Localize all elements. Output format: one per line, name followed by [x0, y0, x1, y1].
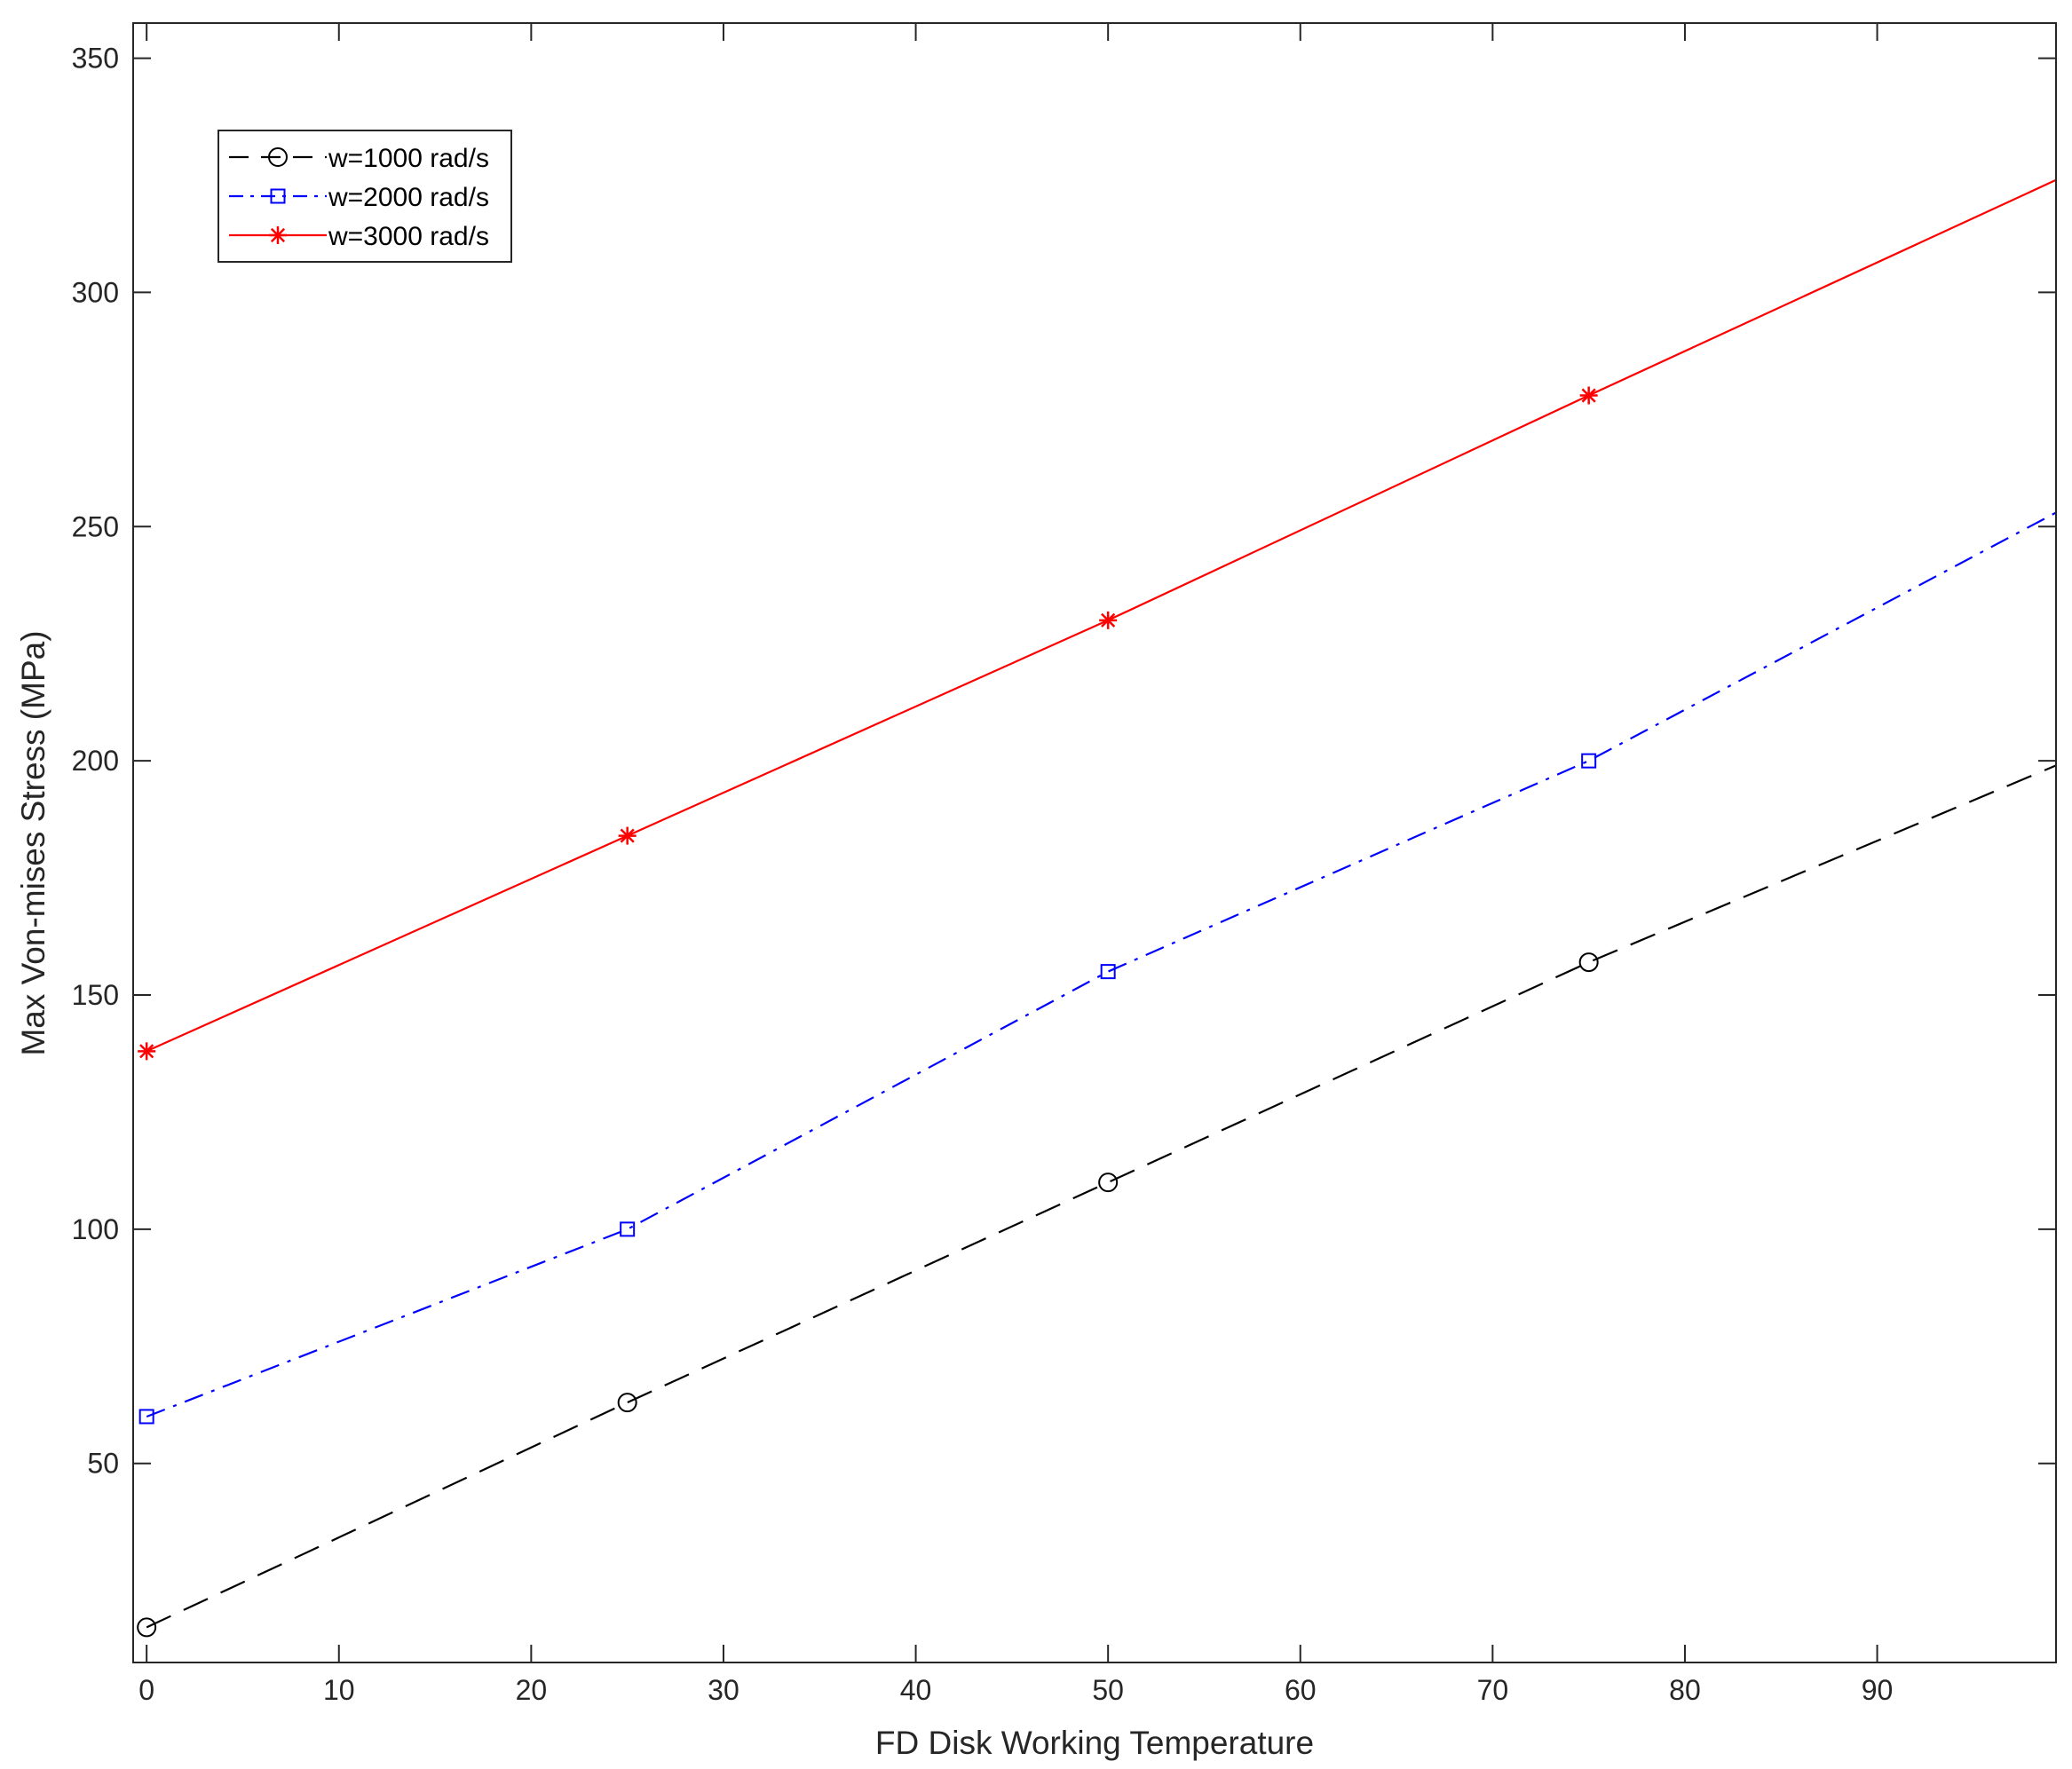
- series-3-point-3: [1099, 611, 1118, 629]
- x-tick-label: 70: [1477, 1674, 1509, 1706]
- series-2: [138, 511, 2057, 1425]
- series-2-point-4: [1581, 753, 1597, 769]
- x-tick-label: 60: [1285, 1674, 1317, 1706]
- series-1-point-3: [1098, 1173, 1119, 1193]
- y-axis-label: Max Von-mises Stress (MPa): [15, 630, 51, 1055]
- series-2-point-2: [620, 1221, 636, 1237]
- x-tick-label: 20: [516, 1674, 548, 1706]
- legend-entry-1: w=1000 rad/s: [229, 144, 489, 173]
- y-tick-label: 50: [87, 1448, 119, 1480]
- series-2-line: [146, 511, 2057, 1418]
- series-2-point-3: [1100, 964, 1116, 980]
- y-tick-label: 150: [72, 979, 119, 1011]
- y-tick-label: 100: [72, 1213, 119, 1245]
- y-tick-label: 350: [72, 43, 119, 75]
- legend-marker: [268, 147, 288, 167]
- series-2-point-1: [138, 1409, 154, 1425]
- x-tick-label: 50: [1092, 1674, 1124, 1706]
- x-tick-label: 80: [1669, 1674, 1701, 1706]
- legend-entry-3: w=3000 rad/s: [229, 222, 489, 251]
- x-tick-label: 40: [900, 1674, 932, 1706]
- ticks-layer: 0 10 20 30 40 50 60 70 80 90 50 100 150 200 250 300 350: [72, 23, 2056, 1706]
- series-3-point-1: [138, 1042, 156, 1061]
- legend-label: w=2000 rad/s: [328, 183, 489, 212]
- legend: w=1000 rad/s w=2000 rad/s w=3000 rad/s: [217, 130, 512, 263]
- series-1-line: [146, 764, 2057, 1629]
- series-1: [137, 764, 2057, 1638]
- plot-area: [133, 23, 2056, 1662]
- plot-frame: [132, 22, 2057, 1663]
- series-3: [138, 178, 2057, 1061]
- series-layer: [137, 178, 2057, 1638]
- x-axis-label: FD Disk Working Temperature: [875, 1725, 1314, 1761]
- series-3-point-2: [618, 826, 637, 845]
- legend-label: w=3000 rad/s: [328, 222, 489, 251]
- y-tick-label: 300: [72, 276, 119, 308]
- series-3-point-4: [1579, 386, 1598, 405]
- legend-marker: [269, 226, 287, 244]
- x-tick-label: 30: [708, 1674, 739, 1706]
- x-tick-label: 0: [138, 1674, 154, 1706]
- y-tick-label: 200: [72, 745, 119, 777]
- legend-label: w=1000 rad/s: [328, 144, 489, 173]
- series-1-point-4: [1578, 952, 1599, 973]
- legend-entry-2: w=2000 rad/s: [229, 183, 489, 212]
- legend-marker: [270, 188, 286, 204]
- series-1-point-2: [617, 1393, 637, 1413]
- x-tick-label: 10: [323, 1674, 355, 1706]
- y-tick-label: 250: [72, 510, 119, 542]
- x-tick-label: 90: [1862, 1674, 1894, 1706]
- series-1-point-1: [137, 1617, 157, 1638]
